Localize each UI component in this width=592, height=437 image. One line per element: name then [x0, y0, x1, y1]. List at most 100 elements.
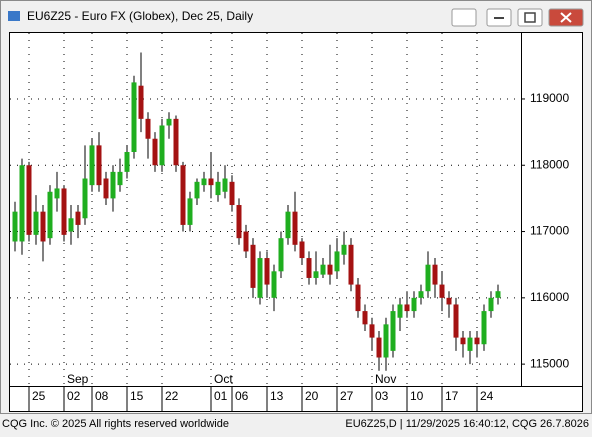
candle-body [432, 264, 438, 285]
candle-body [460, 337, 466, 345]
candle-body [474, 337, 480, 345]
candle-body [47, 191, 53, 239]
candle-body [418, 291, 424, 298]
x-tick-label: 15 [130, 389, 144, 403]
y-tick-label: 118000 [530, 157, 569, 171]
candle-body [306, 258, 312, 278]
y-tick-label: 115000 [530, 356, 569, 370]
candle-body [180, 165, 186, 225]
candle-body [390, 311, 396, 351]
y-tick-label: 117000 [530, 224, 569, 238]
candle-body [173, 118, 179, 166]
candle-body [453, 304, 459, 338]
candle-body [187, 198, 193, 225]
candle-body [257, 258, 263, 298]
candle-body [26, 165, 32, 235]
candle-body [404, 304, 410, 312]
candle-body [89, 145, 95, 186]
candle-body [96, 145, 102, 186]
candle-body [425, 264, 431, 292]
maximize-button[interactable] [517, 8, 543, 27]
x-tick-label: 10 [410, 389, 424, 403]
candle-body [12, 211, 18, 242]
candle-body [243, 231, 249, 252]
candle-body [117, 171, 123, 186]
candle-body [495, 291, 501, 298]
y-tick-label: 116000 [530, 290, 569, 304]
candle-body [82, 178, 88, 219]
candle-body [159, 125, 165, 166]
candle-body [397, 304, 403, 318]
close-icon [560, 12, 572, 23]
y-tick-label: 119000 [530, 91, 569, 105]
candle-body [488, 297, 494, 312]
candle-body [264, 258, 270, 285]
candle-body [33, 211, 39, 235]
candle-body [19, 165, 25, 242]
candle-body [194, 181, 200, 199]
x-tick-label: 22 [165, 389, 179, 403]
candle-body [278, 238, 284, 272]
x-tick-label: 06 [235, 389, 249, 403]
candle-body [103, 178, 109, 199]
month-label: Nov [375, 372, 396, 386]
month-label: Oct [214, 372, 233, 386]
candle-body [152, 138, 158, 166]
candle-body [215, 181, 221, 196]
candle-body [110, 171, 116, 199]
candle-body [40, 211, 46, 242]
candle-body [467, 337, 473, 351]
candle-body [481, 311, 487, 345]
candle-body [327, 264, 333, 275]
x-tick-label: 20 [305, 389, 319, 403]
candle-body [355, 284, 361, 312]
candle-body [369, 324, 375, 338]
candle-body [54, 188, 60, 199]
x-tick-label: 17 [445, 389, 459, 403]
candle-body [222, 178, 228, 192]
candle-body [68, 218, 74, 232]
window-title: EU6Z25 - Euro FX (Globex), Dec 25, Daily [27, 9, 253, 23]
candle-body [320, 264, 326, 275]
candle-body [362, 311, 368, 325]
x-tick-label: 03 [375, 389, 389, 403]
candle-body [131, 82, 137, 152]
candle-body [341, 244, 347, 255]
candle-body [271, 271, 277, 298]
x-tick-label: 24 [480, 389, 494, 403]
app-icon [8, 11, 20, 21]
maximize-icon [524, 12, 536, 23]
candle-body [285, 211, 291, 239]
candle-body [138, 85, 144, 119]
candle-body [201, 178, 207, 186]
x-tick-label: 27 [340, 389, 354, 403]
x-tick-label: 25 [32, 389, 46, 403]
candle-body [446, 297, 452, 305]
candle-body [292, 211, 298, 245]
x-tick-label: 13 [270, 389, 284, 403]
candle-body [439, 284, 445, 298]
candle-body [236, 205, 242, 239]
footer-left: CQG Inc. © 2025 All rights reserved worl… [2, 418, 229, 430]
candle-body [166, 118, 172, 126]
candle-body [145, 118, 151, 139]
candle-body [299, 241, 305, 259]
candle-body [229, 181, 235, 206]
link-button[interactable] [451, 8, 477, 27]
title-buttons[interactable] [451, 8, 584, 27]
candle-body [383, 324, 389, 358]
candle-body [411, 297, 417, 312]
month-label: Sep [67, 372, 89, 386]
x-tick-label: 01 [214, 389, 228, 403]
candle-body [250, 244, 256, 288]
footer-right: EU6Z25,D | 11/29/2025 16:40:12, CQG 26.7… [345, 418, 589, 430]
candle-body [348, 244, 354, 285]
candle-body [61, 188, 67, 235]
x-tick-label: 08 [95, 389, 109, 403]
candle-body [75, 211, 81, 225]
x-tick-label: 02 [67, 389, 81, 403]
candle-body [313, 271, 319, 278]
candle-body [334, 251, 340, 272]
